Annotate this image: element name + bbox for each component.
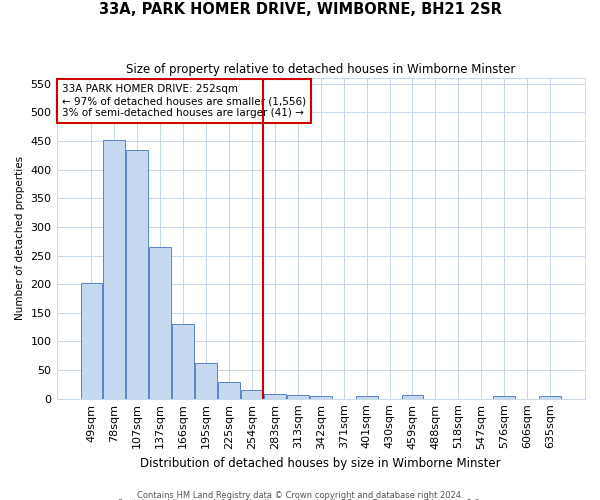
Bar xyxy=(401,394,424,398)
Text: 33A PARK HOMER DRIVE: 252sqm
← 97% of detached houses are smaller (1,556)
3% of : 33A PARK HOMER DRIVE: 252sqm ← 97% of de… xyxy=(62,84,306,117)
Bar xyxy=(241,390,263,398)
Bar xyxy=(287,395,309,398)
Bar xyxy=(493,396,515,398)
Bar xyxy=(103,140,125,398)
Text: 33A, PARK HOMER DRIVE, WIMBORNE, BH21 2SR: 33A, PARK HOMER DRIVE, WIMBORNE, BH21 2S… xyxy=(98,2,502,18)
Bar xyxy=(218,382,240,398)
Bar xyxy=(195,363,217,398)
Bar xyxy=(356,396,377,398)
Text: Contains HM Land Registry data © Crown copyright and database right 2024.: Contains HM Land Registry data © Crown c… xyxy=(137,490,463,500)
Bar xyxy=(310,396,332,398)
Bar xyxy=(80,283,103,399)
Y-axis label: Number of detached properties: Number of detached properties xyxy=(15,156,25,320)
Bar xyxy=(539,396,561,398)
Bar xyxy=(172,324,194,398)
Bar xyxy=(264,394,286,398)
Text: Contains public sector information licensed under the Open Government Licence v3: Contains public sector information licen… xyxy=(118,499,482,500)
Bar xyxy=(127,150,148,398)
X-axis label: Distribution of detached houses by size in Wimborne Minster: Distribution of detached houses by size … xyxy=(140,457,501,470)
Bar xyxy=(149,247,171,398)
Title: Size of property relative to detached houses in Wimborne Minster: Size of property relative to detached ho… xyxy=(126,62,515,76)
